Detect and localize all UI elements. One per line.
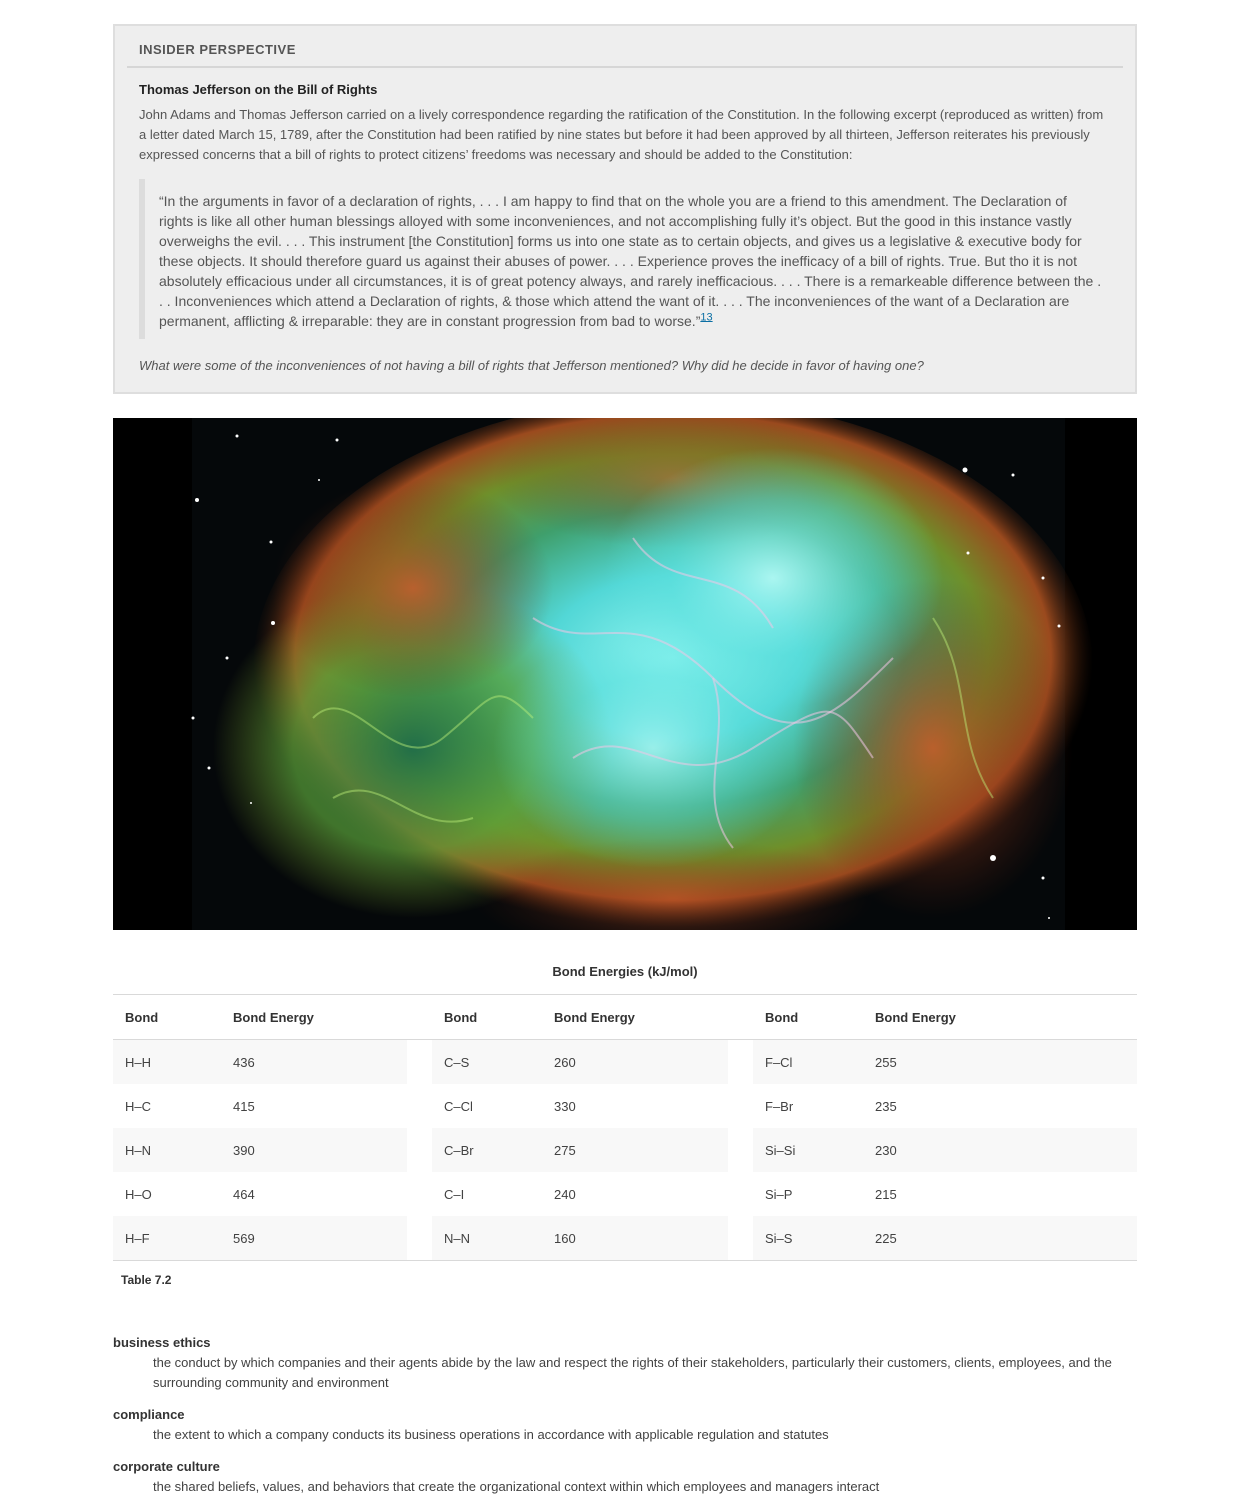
table-cell: 240	[554, 1186, 576, 1202]
nebula-illustration	[113, 418, 1137, 930]
quote-text: “In the arguments in favor of a declarat…	[159, 193, 1102, 329]
glossary-definition: the extent to which a company conducts i…	[153, 1427, 829, 1442]
column-gap	[407, 1039, 432, 1084]
jefferson-quote: “In the arguments in favor of a declarat…	[139, 179, 1111, 339]
page-content: INSIDER PERSPECTIVE Thomas Jefferson on …	[113, 24, 1137, 1494]
table-cell: Si–Si	[753, 1128, 863, 1172]
glossary-definition: the conduct by which companies and their…	[153, 1355, 1112, 1390]
table-cell: 390	[221, 1128, 407, 1172]
table-cell: 255	[863, 1039, 1137, 1084]
table-cell: 436	[221, 1039, 407, 1084]
feature-title: Thomas Jefferson on the Bill of Rights	[139, 82, 378, 97]
column-gap	[728, 1172, 753, 1216]
table-cell: N–N	[432, 1216, 542, 1261]
table-cell: 275	[542, 1128, 728, 1172]
table-cell: H–F	[113, 1216, 221, 1261]
feature-question: What were some of the inconveniences of …	[139, 358, 924, 373]
glossary-definition: the shared beliefs, values, and behavior…	[153, 1479, 880, 1494]
table-cell: H–N	[113, 1128, 221, 1172]
table-title: Bond Energies (kJ/mol)	[552, 964, 698, 979]
table-cell: H–C	[125, 1098, 152, 1114]
table-cell: H–O	[125, 1186, 152, 1202]
table-row: H–F 569 N–N 160 Si–S 225	[113, 1216, 1137, 1261]
table-cell: Si–S	[753, 1216, 863, 1261]
table-row: H–H 436 C–S 260 F–Cl 255	[113, 1039, 1137, 1084]
column-gap	[407, 1216, 432, 1261]
glossary: business ethics the conduct by which com…	[113, 1333, 1137, 1509]
glossary-term: compliance	[113, 1407, 185, 1422]
column-gap	[728, 994, 753, 1040]
column-gap	[728, 1216, 753, 1261]
table-cell: F–Cl	[753, 1039, 863, 1084]
feature-intro: John Adams and Thomas Jefferson carried …	[139, 107, 1104, 162]
bond-energy-table: Bond Bond Energy Bond Bond Energy Bond B…	[113, 994, 1137, 1261]
table-cell: 230	[863, 1128, 1137, 1172]
feature-header: INSIDER PERSPECTIVE	[127, 26, 1123, 68]
table-cell: 225	[863, 1216, 1137, 1261]
table-cell: F–Br	[765, 1098, 794, 1114]
column-gap	[407, 1084, 432, 1128]
crab-nebula-image	[113, 418, 1137, 930]
table-row: H–N 390 C–Br 275 Si–Si 230	[113, 1128, 1137, 1172]
table-cell: C–Cl	[444, 1098, 473, 1114]
column-gap	[407, 1128, 432, 1172]
table-cell: C–I	[444, 1186, 465, 1202]
table-cell: 235	[875, 1098, 897, 1114]
column-gap	[407, 994, 432, 1040]
table-cell: 215	[875, 1186, 897, 1202]
table-cell: 160	[542, 1216, 728, 1261]
table-cell: 569	[221, 1216, 407, 1261]
table-cell: C–S	[432, 1039, 542, 1084]
column-gap	[728, 1084, 753, 1128]
table-cell: 260	[542, 1039, 728, 1084]
glossary-term: corporate culture	[113, 1459, 220, 1474]
table-cell: 330	[554, 1098, 576, 1114]
table-cell: 464	[233, 1186, 255, 1202]
table-cell: 415	[233, 1098, 255, 1114]
footnote-link[interactable]: 13	[700, 311, 713, 324]
column-gap	[728, 1128, 753, 1172]
table-cell: Si–P	[765, 1186, 793, 1202]
table-row: H–C 415 C–Cl 330 F–Br 235	[113, 1084, 1137, 1128]
glossary-term: business ethics	[113, 1335, 211, 1350]
column-header: Bond	[765, 1009, 799, 1025]
column-header: Bond Energy	[233, 1009, 314, 1025]
table-label: Table 7.2	[121, 1273, 172, 1287]
table-header-row: Bond Bond Energy Bond Bond Energy Bond B…	[113, 994, 1137, 1040]
column-gap	[728, 1039, 753, 1084]
column-header: Bond Energy	[875, 1009, 956, 1025]
table-cell: C–Br	[432, 1128, 542, 1172]
column-header: Bond	[125, 1009, 159, 1025]
column-gap	[407, 1172, 432, 1216]
column-header: Bond	[444, 1009, 478, 1025]
table-cell: H–H	[113, 1039, 221, 1084]
column-header: Bond Energy	[554, 1009, 635, 1025]
insider-perspective-box: INSIDER PERSPECTIVE Thomas Jefferson on …	[113, 24, 1137, 394]
table-row: H–O 464 C–I 240 Si–P 215	[113, 1172, 1137, 1216]
